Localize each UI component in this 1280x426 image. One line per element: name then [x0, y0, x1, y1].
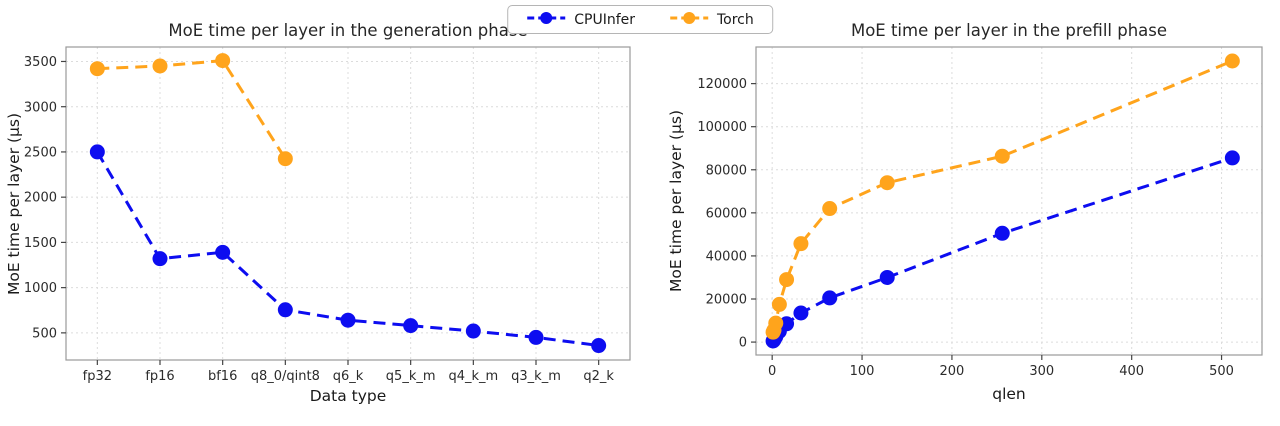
x-tick-label: 400: [1119, 364, 1144, 379]
series-line-cpuinfer: [771, 156, 1233, 342]
legend-item-torch: Torch: [669, 10, 754, 29]
data-point-cpuinfer: [793, 305, 809, 321]
x-tick-label: 300: [1029, 364, 1054, 379]
generation-phase-chart: MoE time per layer in the generation pha…: [5, 21, 631, 405]
x-tick-label: fp32: [83, 369, 112, 384]
x-tick-label: q5_k_m: [386, 369, 436, 384]
data-point-cpuinfer: [879, 269, 895, 285]
y-tick-label: 120000: [697, 77, 747, 92]
y-tick-label: 1000: [24, 281, 57, 296]
data-point-torch: [89, 61, 105, 77]
data-point-torch: [822, 201, 838, 217]
data-point-cpuinfer: [277, 302, 293, 318]
data-point-cpuinfer: [822, 290, 838, 306]
y-tick-label: 500: [32, 326, 57, 341]
chart-title: MoE time per layer in the prefill phase: [851, 21, 1167, 40]
data-point-cpuinfer: [152, 251, 168, 267]
legend-label-torch: Torch: [717, 11, 754, 28]
plot-border: [755, 46, 1263, 356]
data-point-torch: [215, 53, 231, 69]
series-line-torch: [97, 59, 287, 160]
y-axis-label: MoE time per layer (µs): [667, 110, 685, 292]
x-tick-label: fp16: [145, 369, 174, 384]
x-axis-label: Data type: [310, 387, 387, 405]
x-tick-label: 200: [940, 364, 965, 379]
prefill-phase-chart: MoE time per layer in the prefill phase …: [667, 21, 1263, 403]
x-tick-label: 500: [1209, 364, 1234, 379]
series-line-cpuinfer: [96, 151, 599, 347]
x-tick-label: q6_k: [333, 369, 364, 384]
data-point-cpuinfer: [340, 312, 356, 328]
x-axis-label: qlen: [992, 385, 1026, 403]
series-line-torch: [771, 59, 1233, 333]
data-point-cpuinfer: [1224, 150, 1240, 166]
data-point-cpuinfer: [465, 323, 481, 339]
x-tick-label: bf16: [208, 369, 237, 384]
legend-label-cpuinfer: CPUInfer: [574, 11, 635, 28]
data-point-cpuinfer: [528, 329, 544, 345]
data-point-torch: [793, 236, 809, 252]
grid: [756, 47, 1262, 355]
legend-item-cpuinfer: CPUInfer: [526, 10, 635, 29]
data-point-torch: [152, 58, 168, 74]
torch-line-marker-icon: [669, 10, 709, 29]
x-tick-label: q3_k_m: [511, 369, 561, 384]
y-tick-label: 60000: [706, 206, 747, 221]
data-point-cpuinfer: [89, 144, 105, 160]
data-point-torch: [277, 151, 293, 167]
x-tick-label: q2_k: [583, 369, 614, 384]
x-tick-label: q8_0/qint8: [251, 369, 320, 384]
data-point-cpuinfer: [994, 225, 1010, 241]
x-tick-label: 100: [850, 364, 875, 379]
x-tick-label: q4_k_m: [448, 369, 498, 384]
data-point-cpuinfer: [403, 318, 419, 334]
data-point-torch: [779, 272, 795, 288]
data-point-cpuinfer: [779, 316, 795, 332]
data-point-torch: [994, 148, 1010, 164]
y-tick-label: 2000: [24, 191, 57, 206]
y-axis-label: MoE time per layer (µs): [5, 113, 23, 295]
y-tick-label: 0: [739, 336, 747, 351]
data-point-cpuinfer: [215, 244, 231, 260]
legend: CPUInfer Torch: [507, 5, 773, 34]
chart-title: MoE time per layer in the generation pha…: [168, 21, 527, 40]
y-tick-label: 100000: [697, 120, 747, 135]
y-tick-label: 1500: [24, 236, 57, 251]
y-tick-label: 20000: [706, 293, 747, 308]
y-tick-label: 2500: [24, 145, 57, 160]
data-point-cpuinfer: [591, 338, 607, 354]
y-tick-label: 3500: [24, 55, 57, 70]
data-point-torch: [1224, 53, 1240, 69]
y-tick-label: 40000: [706, 249, 747, 264]
data-point-torch: [879, 175, 895, 191]
y-tick-label: 3000: [24, 100, 57, 115]
y-tick-label: 80000: [706, 163, 747, 178]
cpuinfer-line-marker-icon: [526, 10, 566, 29]
x-tick-label: 0: [768, 364, 776, 379]
data-point-torch: [768, 315, 784, 331]
data-point-torch: [771, 296, 787, 312]
